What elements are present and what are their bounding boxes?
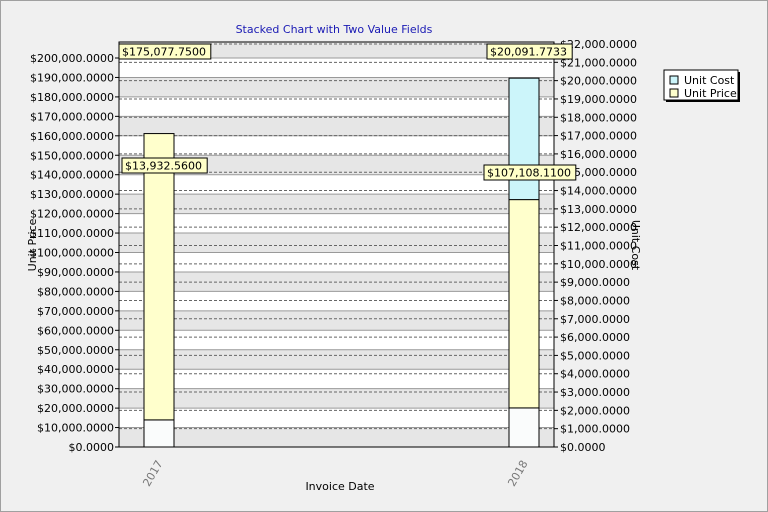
y-right-tick-label: $8,000.0000 [560,294,630,307]
y-left-tick-label: $40,000.0000 [37,363,114,376]
data-label-box [486,43,573,60]
y-left-tick-label: $150,000.0000 [30,149,114,162]
y-right-tick-label: $16,000.0000 [560,148,637,161]
y-left-tick-label: $10,000.0000 [37,422,114,435]
y-left-tick-label: $170,000.0000 [30,110,114,123]
y-right-tick-label: $6,000.0000 [560,331,630,344]
y-left-tick-label: $180,000.0000 [30,91,114,104]
grid-band [119,427,554,447]
grid-band [119,42,554,58]
bar-unit-cost-2018 [508,77,540,201]
y-left-tick-label: $160,000.0000 [30,130,114,143]
y-left-tick-label: $60,000.0000 [37,324,114,337]
bar-unit-price-2017 [143,133,175,421]
data-label-text: $175,077.7500 [122,46,206,59]
legend-shadow [738,72,740,102]
plot-border [118,41,555,448]
x-axis-title: Invoice Date [305,480,374,493]
data-label-unit-price-2017: $175,077.7500 [118,43,212,60]
y-right-tick-label: $11,000.0000 [560,240,637,253]
y-left-tick-label: $190,000.0000 [30,71,114,84]
grid-band [119,233,554,253]
x-tick-label: 2018 [505,458,530,489]
data-label-box [121,157,208,174]
legend-label: Unit Price [684,87,737,100]
data-label-box [118,43,212,60]
grid-band [119,388,554,409]
grid-band [119,77,554,97]
legend-label: Unit Cost [684,74,735,87]
y-axis-left-title: Unit Price [26,218,39,271]
y-right-tick-label: $20,000.0000 [560,75,637,88]
data-label-text: $20,091.7733 [490,46,567,59]
y-right-tick-label: $5,000.0000 [560,349,630,362]
grid-band [119,310,554,331]
y-left-tick-label: $110,000.0000 [30,227,114,240]
data-label-text: $107,108.1100 [487,167,571,180]
data-label-unit-cost-2017: $13,932.5600 [121,157,208,174]
chart-title: Stacked Chart with Two Value Fields [236,23,433,36]
y-left-tick-label: $30,000.0000 [37,383,114,396]
y-right-tick-label: $13,000.0000 [560,203,637,216]
y-left-tick-label: $130,000.0000 [30,188,114,201]
y-left-tick-label: $70,000.0000 [37,305,114,318]
y-right-tick-label: $17,000.0000 [560,130,637,143]
legend-swatch [669,88,679,98]
grid-band [119,116,554,136]
y-right-tick-label: $10,000.0000 [560,258,637,271]
y-right-tick-label: $1,000.0000 [560,423,630,436]
y-left-tick-label: $140,000.0000 [30,169,114,182]
data-label-unit-price-2018: $107,108.1100 [483,164,577,181]
y-left-tick-label: $90,000.0000 [37,266,114,279]
y-right-tick-label: $18,000.0000 [560,111,637,124]
y-left-tick-label: $20,000.0000 [37,402,114,415]
y-right-tick-label: $19,000.0000 [560,93,637,106]
y-right-tick-label: $22,000.0000 [560,38,637,51]
bar-base-2017 [143,419,175,448]
y-right-tick-label: $7,000.0000 [560,313,630,326]
y-left-tick-label: $0.0000 [69,441,115,454]
y-right-tick-label: $4,000.0000 [560,368,630,381]
legend-shadow [666,100,740,102]
y-left-tick-label: $80,000.0000 [37,285,114,298]
bar-unit-price-2018 [508,199,540,409]
y-right-tick-label: $2,000.0000 [560,404,630,417]
y-left-tick-label: $120,000.0000 [30,208,114,221]
data-label-text: $13,932.5600 [125,160,202,173]
y-right-tick-label: $12,000.0000 [560,221,637,234]
y-right-tick-label: $0.0000 [560,441,606,454]
grid-band [119,194,554,214]
y-right-tick-label: $15,000.0000 [560,166,637,179]
y-axis-right-title: Unit Cost [629,220,642,271]
data-label-unit-cost-2018: $20,091.7733 [486,43,573,60]
y-left-tick-label: $50,000.0000 [37,344,114,357]
data-label-box [483,164,577,181]
y-right-tick-label: $3,000.0000 [560,386,630,399]
y-left-tick-label: $100,000.0000 [30,247,114,260]
y-left-tick-label: $200,000.0000 [30,52,114,65]
y-right-tick-label: $21,000.0000 [560,56,637,69]
x-tick-label: 2017 [140,458,165,489]
legend-swatch [669,75,679,85]
bar-base-2018 [508,407,540,448]
y-right-tick-label: $14,000.0000 [560,185,637,198]
grid-band [119,349,554,370]
y-right-tick-label: $9,000.0000 [560,276,630,289]
grid-band [119,155,554,175]
